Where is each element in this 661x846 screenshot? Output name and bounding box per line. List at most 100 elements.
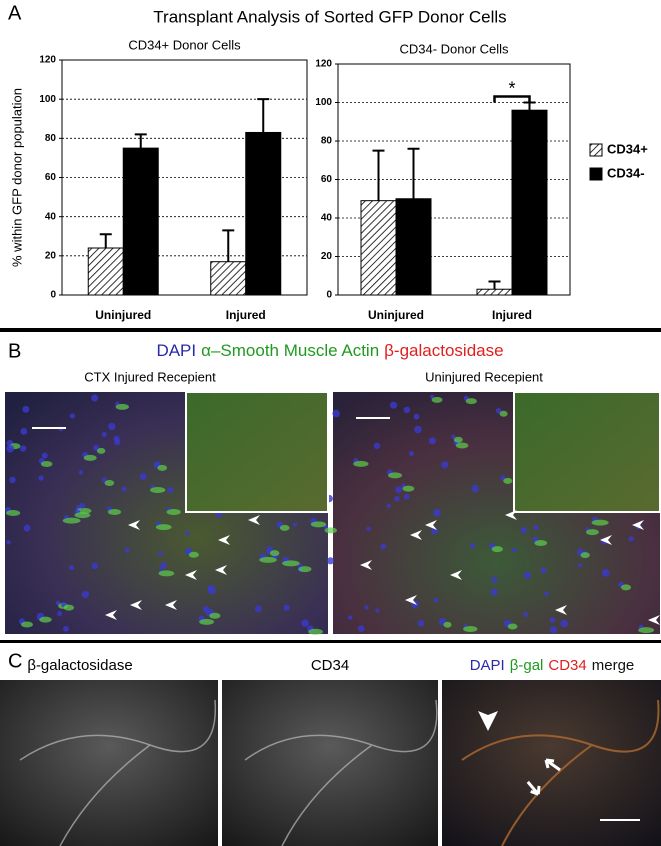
sma-cell	[269, 550, 280, 557]
sma-cell	[5, 509, 21, 516]
nucleus	[520, 527, 527, 534]
bar	[476, 288, 513, 296]
chart-title: CD34- Donor Cells	[399, 41, 509, 56]
nucleus	[395, 486, 403, 494]
sma-cell	[282, 560, 300, 567]
nucleus	[184, 530, 190, 536]
nucleus	[433, 597, 439, 603]
error-bar	[407, 147, 420, 199]
nucleus	[601, 569, 610, 577]
arrowhead	[410, 530, 422, 540]
sma-cell	[308, 628, 323, 635]
sma-cell	[107, 508, 122, 515]
y-tick-label: 40	[321, 213, 333, 224]
sma-cell	[353, 460, 369, 467]
nucleus	[254, 605, 262, 613]
y-tick-label: 80	[321, 136, 333, 147]
inset	[185, 391, 329, 513]
nucleus	[79, 502, 86, 509]
nucleus	[91, 562, 99, 570]
nucleus	[366, 526, 371, 532]
nucleus	[91, 394, 99, 402]
stain-name: α–Smooth Muscle Actin	[201, 341, 379, 360]
nucleus	[22, 405, 30, 413]
separator	[0, 328, 661, 332]
nucleus	[38, 475, 44, 481]
micrograph	[0, 680, 218, 846]
nucleus	[428, 437, 436, 445]
sma-cell	[431, 396, 443, 403]
nucleus	[414, 425, 422, 434]
nucleus	[540, 567, 547, 574]
nucleus	[9, 476, 16, 484]
bar	[122, 147, 159, 296]
nucleus	[386, 503, 391, 508]
sma-cell	[115, 403, 129, 410]
y-tick-label: 60	[321, 174, 333, 185]
nucleus	[78, 470, 84, 475]
x-tick-label: Injured	[226, 308, 266, 322]
nucleus	[413, 413, 420, 420]
nucleus	[577, 563, 582, 568]
sma-cell	[465, 398, 477, 405]
sma-cell	[21, 621, 33, 628]
sma-cell	[104, 480, 115, 487]
sma-cell	[83, 454, 97, 461]
error-bar	[99, 233, 112, 248]
nucleus	[283, 604, 290, 611]
arrowhead	[450, 570, 462, 580]
y-tick-label: 40	[45, 211, 57, 222]
stain-legend: DAPI α–Smooth Muscle Actin β-galactosidase	[156, 341, 503, 360]
sma-cell	[499, 410, 508, 417]
nucleus	[560, 619, 569, 628]
sma-cell	[62, 517, 81, 524]
nucleus	[63, 625, 69, 632]
micrograph	[222, 680, 438, 846]
nucleus	[113, 435, 120, 442]
sma-cell	[585, 529, 599, 536]
sma-cell	[491, 546, 503, 553]
arrowhead	[360, 560, 372, 570]
sma-cell	[620, 584, 632, 591]
nucleus	[408, 451, 414, 457]
error-bar	[372, 149, 385, 201]
image-caption: CD34	[311, 657, 349, 674]
nucleus	[158, 551, 163, 556]
panel-label: C	[8, 650, 22, 672]
nucleus	[207, 586, 216, 595]
stain-name: β-gal	[510, 657, 544, 674]
nucleus	[332, 409, 340, 418]
nucleus	[403, 493, 410, 500]
chart-title: CD34+ Donor Cells	[128, 37, 241, 52]
arrowhead	[248, 515, 260, 525]
arrowhead	[478, 711, 498, 731]
panel-a: A Transplant Analysis of Sorted GFP Dono…	[8, 2, 507, 26]
significance-bracket	[493, 95, 531, 103]
stain-name: merge	[592, 657, 635, 674]
sma-cell	[310, 521, 327, 528]
nucleus	[167, 486, 174, 493]
sma-cell	[166, 508, 181, 515]
panel-b: B DAPI α–Smooth Muscle Actin β-galactosida…	[5, 340, 661, 635]
arrowhead	[128, 520, 140, 530]
arrowhead	[130, 600, 142, 610]
nucleus	[6, 540, 11, 545]
stain-name: β-galactosidase	[384, 341, 503, 360]
sma-cell	[507, 623, 518, 630]
inset	[513, 391, 661, 513]
y-tick-label: 120	[39, 55, 56, 66]
sma-cell	[387, 472, 403, 479]
sma-cell	[324, 527, 338, 534]
arrowhead	[405, 595, 417, 605]
nucleus	[364, 605, 369, 610]
nucleus	[394, 495, 400, 502]
bar	[360, 200, 397, 296]
arrowhead	[648, 615, 660, 625]
legend-label: CD34-	[607, 165, 645, 180]
sma-cell	[158, 570, 175, 577]
y-tick-label: 0	[326, 290, 332, 301]
sma-cell	[455, 442, 469, 449]
nucleus	[348, 615, 353, 620]
nucleus	[451, 434, 456, 439]
